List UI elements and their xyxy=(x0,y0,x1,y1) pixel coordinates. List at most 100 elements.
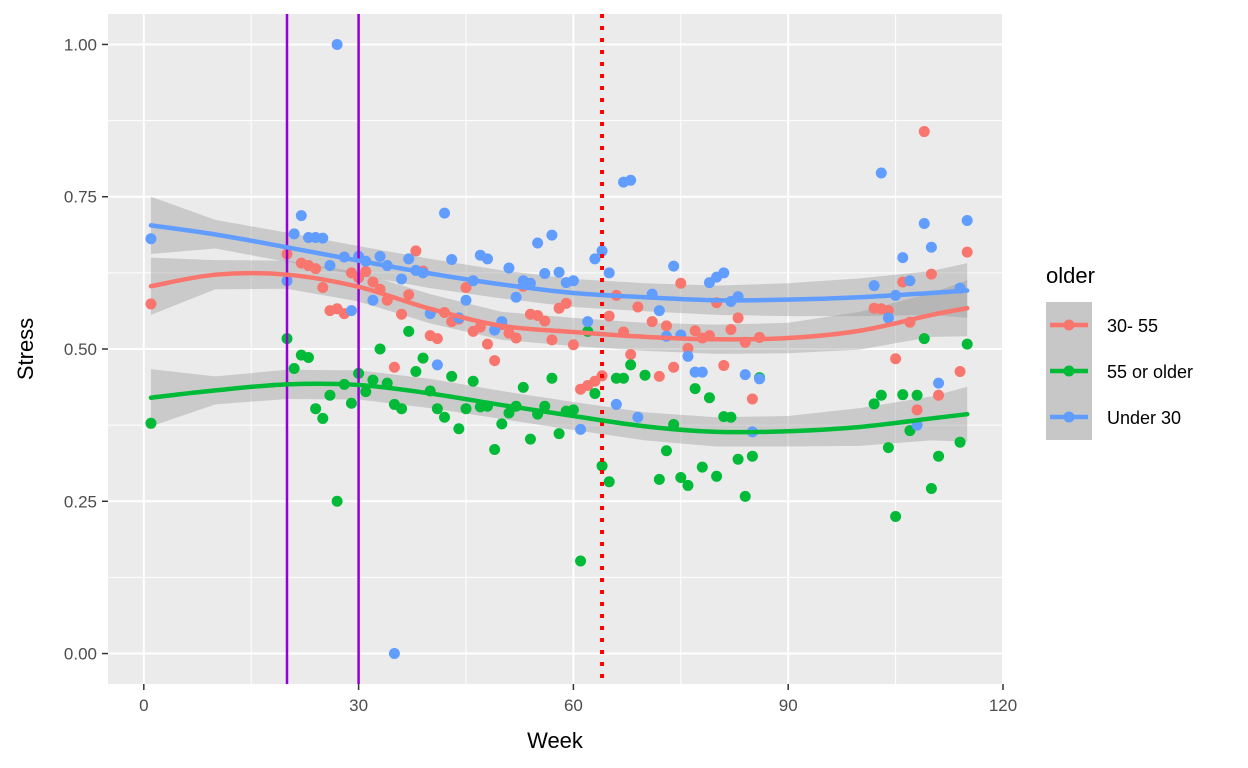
y-tick-label: 0.00 xyxy=(64,645,97,664)
data-point xyxy=(324,389,336,401)
data-point xyxy=(288,228,300,240)
data-point xyxy=(603,267,615,279)
data-point xyxy=(410,245,422,257)
data-point xyxy=(553,428,565,440)
data-point xyxy=(403,253,415,265)
data-point xyxy=(431,333,443,345)
data-point xyxy=(632,411,644,423)
data-point xyxy=(396,403,408,415)
data-point xyxy=(481,338,493,350)
data-point xyxy=(417,352,429,364)
data-point xyxy=(582,316,594,328)
data-point xyxy=(660,320,672,332)
data-point xyxy=(317,412,329,424)
data-point xyxy=(439,411,451,423)
data-point xyxy=(589,253,601,265)
data-point xyxy=(961,338,973,350)
data-point xyxy=(911,404,923,416)
data-point xyxy=(553,266,565,278)
data-point xyxy=(675,472,687,484)
data-point xyxy=(388,648,400,660)
data-point xyxy=(961,214,973,226)
data-point xyxy=(489,355,501,367)
data-point xyxy=(524,433,536,445)
data-point xyxy=(754,373,766,385)
data-point xyxy=(918,333,930,345)
data-point xyxy=(489,444,501,455)
data-point xyxy=(345,305,357,317)
data-point xyxy=(696,366,708,378)
legend-key-point xyxy=(1063,365,1075,377)
data-point xyxy=(367,294,379,306)
data-point xyxy=(446,370,458,382)
data-point xyxy=(933,450,945,462)
data-point xyxy=(897,252,909,264)
x-tick-label: 60 xyxy=(564,696,583,715)
data-point xyxy=(660,445,672,457)
legend-key-point xyxy=(1063,319,1075,331)
data-point xyxy=(510,332,522,344)
data-point xyxy=(589,387,601,399)
data-point xyxy=(689,325,701,337)
data-point xyxy=(396,273,408,285)
data-point xyxy=(403,289,415,301)
data-point xyxy=(703,392,715,404)
smooth-line xyxy=(148,223,970,303)
data-point xyxy=(746,393,758,405)
data-point xyxy=(503,407,515,419)
data-point xyxy=(460,294,472,306)
data-point xyxy=(625,174,637,186)
data-point xyxy=(367,374,379,386)
data-point xyxy=(603,476,615,488)
data-point xyxy=(374,250,386,262)
data-point xyxy=(682,479,694,491)
data-point xyxy=(668,260,680,272)
legend-label: Under 30 xyxy=(1107,408,1181,428)
data-point xyxy=(567,339,579,351)
data-point xyxy=(725,411,737,423)
data-point xyxy=(882,312,894,324)
data-point xyxy=(682,350,694,362)
data-point xyxy=(403,325,415,337)
data-point xyxy=(567,404,579,416)
data-point xyxy=(954,436,966,448)
data-point xyxy=(439,207,451,219)
data-point xyxy=(918,126,930,138)
data-point xyxy=(718,267,730,279)
data-point xyxy=(890,511,902,522)
x-tick-label: 120 xyxy=(989,696,1017,715)
data-point xyxy=(890,353,902,365)
legend-label: 30- 55 xyxy=(1107,316,1158,336)
data-point xyxy=(310,403,322,415)
data-point xyxy=(317,281,329,293)
x-tick-label: 90 xyxy=(779,696,798,715)
data-point xyxy=(954,366,966,378)
data-point xyxy=(145,298,157,310)
data-point xyxy=(911,389,923,401)
data-point xyxy=(481,253,493,265)
data-point xyxy=(603,310,615,322)
data-point xyxy=(882,442,894,454)
data-point xyxy=(410,366,422,378)
data-point xyxy=(653,473,665,485)
x-tick-label: 30 xyxy=(349,696,368,715)
data-point xyxy=(145,233,157,245)
y-tick-label: 1.00 xyxy=(64,35,97,54)
data-point xyxy=(596,245,608,257)
data-point xyxy=(646,316,658,328)
data-point xyxy=(918,218,930,230)
smooth-lines xyxy=(148,223,970,435)
data-point xyxy=(567,275,579,287)
data-point xyxy=(288,362,300,374)
data-point xyxy=(345,397,357,409)
data-point xyxy=(625,348,637,360)
data-point xyxy=(711,470,723,482)
y-tick-label: 0.75 xyxy=(64,188,97,207)
data-point xyxy=(725,324,737,336)
data-point xyxy=(653,370,665,382)
data-point xyxy=(460,403,472,415)
legend-key-point xyxy=(1063,411,1075,423)
confidence-band xyxy=(150,196,968,318)
data-point xyxy=(331,38,343,50)
